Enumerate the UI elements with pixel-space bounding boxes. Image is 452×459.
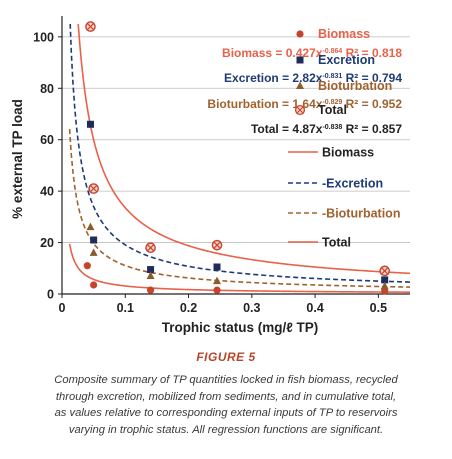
legend-marker-cross	[297, 107, 303, 113]
point-excretion	[213, 263, 221, 271]
legend-marker-excretion	[296, 56, 304, 64]
y-axis-label: % external TP load	[10, 99, 25, 219]
fit-curves	[68, 24, 410, 293]
point-bioturbation	[89, 248, 98, 256]
point-biomass	[83, 262, 91, 270]
point-total	[85, 21, 96, 32]
legend-line-label-total: Total	[322, 236, 351, 250]
y-tick-label: 0	[47, 288, 54, 302]
figure-label: FIGURE 5	[196, 350, 256, 364]
point-total	[379, 265, 390, 277]
legend-line-label-excretion: -Excretion	[322, 177, 383, 191]
point-biomass	[90, 281, 98, 289]
point-total	[145, 242, 156, 254]
legend-line-label-biomass: Biomass	[322, 146, 374, 160]
equation-bioturbation: Bioturbation = 1.64x-0.829 R² = 0.952	[207, 97, 402, 111]
caption-line: varying in trophic status. All regressio…	[68, 423, 384, 436]
legend-line-label-bioturbation: -Bioturbation	[322, 207, 400, 221]
x-axis-label: Trophic status (mg/ℓ TP)	[162, 320, 319, 335]
fit-line-biomass	[68, 243, 410, 293]
y-tick-label: 20	[40, 236, 54, 250]
y-tick-label: 40	[40, 185, 54, 199]
point-excretion	[90, 236, 98, 244]
caption-line: as values relative to corresponding exte…	[54, 407, 398, 419]
legend-label-biomass: Biomass	[318, 27, 370, 41]
legend-marker-biomass	[296, 30, 304, 38]
point-bioturbation	[86, 222, 95, 231]
equation-total: Total = 4.87x-0.838 R² = 0.857	[251, 122, 402, 136]
point-cross	[147, 244, 154, 251]
point-bioturbation	[380, 281, 389, 290]
point-excretion	[381, 276, 389, 284]
chart: 0 20 40 60 80 100 0 0.1 0.2 0.3 0.4 0.5 Trophic stat…	[10, 16, 410, 335]
legend-label-bioturbation: Bioturbation	[318, 79, 392, 93]
point-cross	[87, 23, 94, 30]
point-total	[211, 239, 223, 251]
equation-biomass: Biomass = 0.427x-0.864 R² = 0.818	[222, 46, 402, 60]
y-tick-label: 80	[40, 82, 54, 96]
x-tick-label: 0.2	[180, 301, 197, 315]
fit-line-excretion	[69, 24, 410, 283]
caption-text: Composite summary of TP quantities locke…	[0, 372, 452, 438]
x-tick-label: 0.1	[117, 301, 134, 315]
legend: Biomass Biomass = 0.427x-0.864 R² = 0.818…	[207, 27, 402, 250]
point-biomass	[146, 286, 155, 294]
caption-line: Composite summary of TP quantities locke…	[54, 374, 398, 386]
legend-label-excretion: Excretion	[318, 53, 375, 67]
figure-caption: FIGURE 5 Composite summary of TP quantit…	[0, 350, 452, 438]
x-tick-label: 0.3	[243, 301, 260, 315]
point-excretion	[147, 266, 155, 274]
fit-line-total	[77, 24, 410, 275]
point-cross	[90, 185, 97, 192]
x-tick-label: 0.4	[306, 301, 323, 315]
x-tick-label: 0	[59, 301, 66, 315]
point-total	[88, 183, 99, 194]
point-excretion	[86, 120, 94, 128]
point-bioturbation	[213, 276, 222, 285]
point-bioturbation	[146, 271, 155, 279]
plot-area: 0 20 40 60 80 100 0 0.1 0.2 0.3 0.4 0.5 Trophic stat…	[10, 16, 410, 335]
point-cross	[213, 241, 221, 249]
caption-line: through excretion, mobilized from sedime…	[55, 390, 397, 403]
legend-marker-bioturbation	[296, 81, 304, 89]
equation-excretion: Excretion = 2.82x-0.831 R² = 0.794	[224, 71, 402, 85]
point-cross	[381, 267, 388, 275]
fit-line-bioturbation	[68, 128, 410, 288]
point-biomass	[213, 286, 221, 294]
legend-label-total: Total	[318, 103, 347, 117]
y-tick-label: 100	[33, 30, 54, 44]
x-tick-label: 0.5	[370, 301, 387, 315]
y-tick-label: 60	[40, 133, 54, 147]
